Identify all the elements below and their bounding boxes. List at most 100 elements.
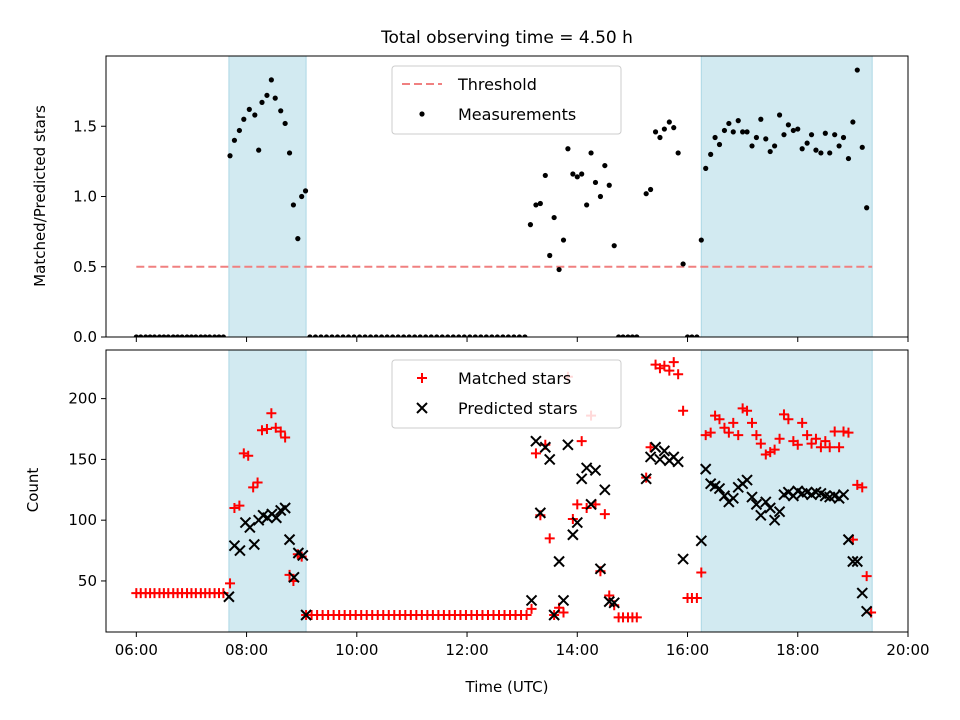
predicted-stars-point (234, 544, 246, 557)
measurement-point (188, 334, 195, 337)
measurement-point (367, 334, 374, 337)
measurement-point (781, 132, 787, 138)
measurement-point (282, 120, 288, 127)
x-tick-label: 12:00 (445, 641, 488, 659)
measurement-point (832, 132, 838, 138)
matched-stars-point (769, 444, 780, 455)
matched-stars-point (705, 427, 716, 438)
matched-stars-point (857, 482, 868, 493)
measurement-point (533, 202, 539, 208)
measurement-point (611, 243, 617, 249)
measurement-point (763, 136, 769, 142)
measurement-point (483, 334, 489, 337)
measurement-point (758, 116, 764, 122)
measurement-point (175, 334, 181, 337)
matched-stars-point (225, 578, 236, 589)
measurement-point (652, 129, 659, 135)
matched-stars-point (719, 422, 730, 433)
y-tick-label: 1.0 (73, 188, 97, 206)
matched-stars-point (572, 499, 583, 510)
matched-stars-point (252, 477, 263, 488)
predicted-stars-point (534, 507, 547, 519)
measurement-point (643, 191, 649, 197)
measurement-point (840, 134, 847, 141)
measurement-point (323, 334, 330, 337)
measurement-point (511, 334, 517, 337)
matched-stars-point (810, 433, 821, 444)
predicted-stars-point (567, 529, 579, 541)
matched-stars-point (664, 365, 675, 376)
y-tick-label: 0.0 (73, 328, 97, 346)
measurement-point (450, 334, 456, 337)
matched-stars-point (834, 442, 845, 453)
matched-stars-point (631, 612, 642, 623)
measurement-point (675, 150, 681, 156)
predicted-stars-point (700, 463, 712, 475)
matched-stars-point (792, 439, 803, 450)
measurement-point (822, 130, 828, 136)
series-markers (131, 357, 877, 623)
measurement-point (753, 134, 760, 141)
measurement-point (795, 126, 801, 132)
measurement-point (694, 334, 700, 337)
measurement-point (286, 150, 293, 156)
legend-label: Threshold (457, 75, 537, 94)
measurement-point (749, 143, 755, 149)
x-tick-label: 14:00 (556, 641, 599, 659)
series-markers (133, 67, 870, 337)
measurement-point (657, 134, 663, 141)
observing-window (228, 55, 307, 338)
measurement-point (551, 214, 557, 221)
measurement-point (547, 252, 553, 259)
y-tick-label: 100 (68, 511, 97, 529)
measurement-point (423, 334, 429, 337)
measurement-point (390, 334, 396, 337)
measurement-point (406, 334, 412, 337)
measurement-point (272, 95, 278, 101)
measurement-point (494, 334, 500, 337)
predicted-stars-point (244, 521, 256, 534)
matched-stars-point (248, 482, 259, 493)
x-tick-label: 06:00 (115, 641, 158, 659)
measurement-point (785, 122, 791, 128)
matched-stars-point (558, 607, 569, 618)
measurement-point (730, 129, 736, 135)
legend: Matched stars Predicted stars (391, 359, 622, 429)
measurement-point (227, 153, 233, 159)
predicted-stars-point (279, 502, 291, 514)
matched-stars-point (733, 430, 744, 441)
matched-stars-point (806, 438, 817, 449)
measurement-point (472, 334, 478, 337)
y-tick-label: 150 (68, 450, 97, 468)
predicted-stars-point (695, 535, 708, 547)
matched-stars-point (218, 588, 229, 599)
predicted-stars-point (644, 451, 657, 463)
predicted-stars-point (288, 571, 300, 584)
predicted-stars-point (608, 597, 620, 609)
matched-stars-point (544, 533, 555, 544)
matched-stars-point (774, 433, 785, 444)
measurement-point (620, 334, 626, 337)
matched-stars-point (234, 500, 245, 511)
matched-stars-point (599, 509, 610, 520)
measurement-point (461, 334, 467, 337)
predicted-stars-point (571, 516, 583, 529)
measurement-point (268, 77, 274, 83)
measurement-point (156, 334, 163, 337)
measurement-point (334, 334, 341, 337)
measurement-point (329, 334, 335, 337)
measurement-point (202, 334, 208, 337)
matched-stars-point (714, 414, 725, 425)
measurement-point (864, 205, 870, 211)
matched-stars-point (843, 427, 854, 438)
measurement-point (671, 125, 677, 131)
measurement-point (850, 119, 856, 125)
measurement-point (264, 92, 270, 98)
measurement-point (560, 237, 567, 243)
predicted-stars-point (718, 490, 731, 502)
observing-window (228, 349, 307, 633)
matched-stars-point (820, 436, 831, 447)
measurement-point (467, 334, 473, 337)
measurement-point (845, 155, 852, 162)
